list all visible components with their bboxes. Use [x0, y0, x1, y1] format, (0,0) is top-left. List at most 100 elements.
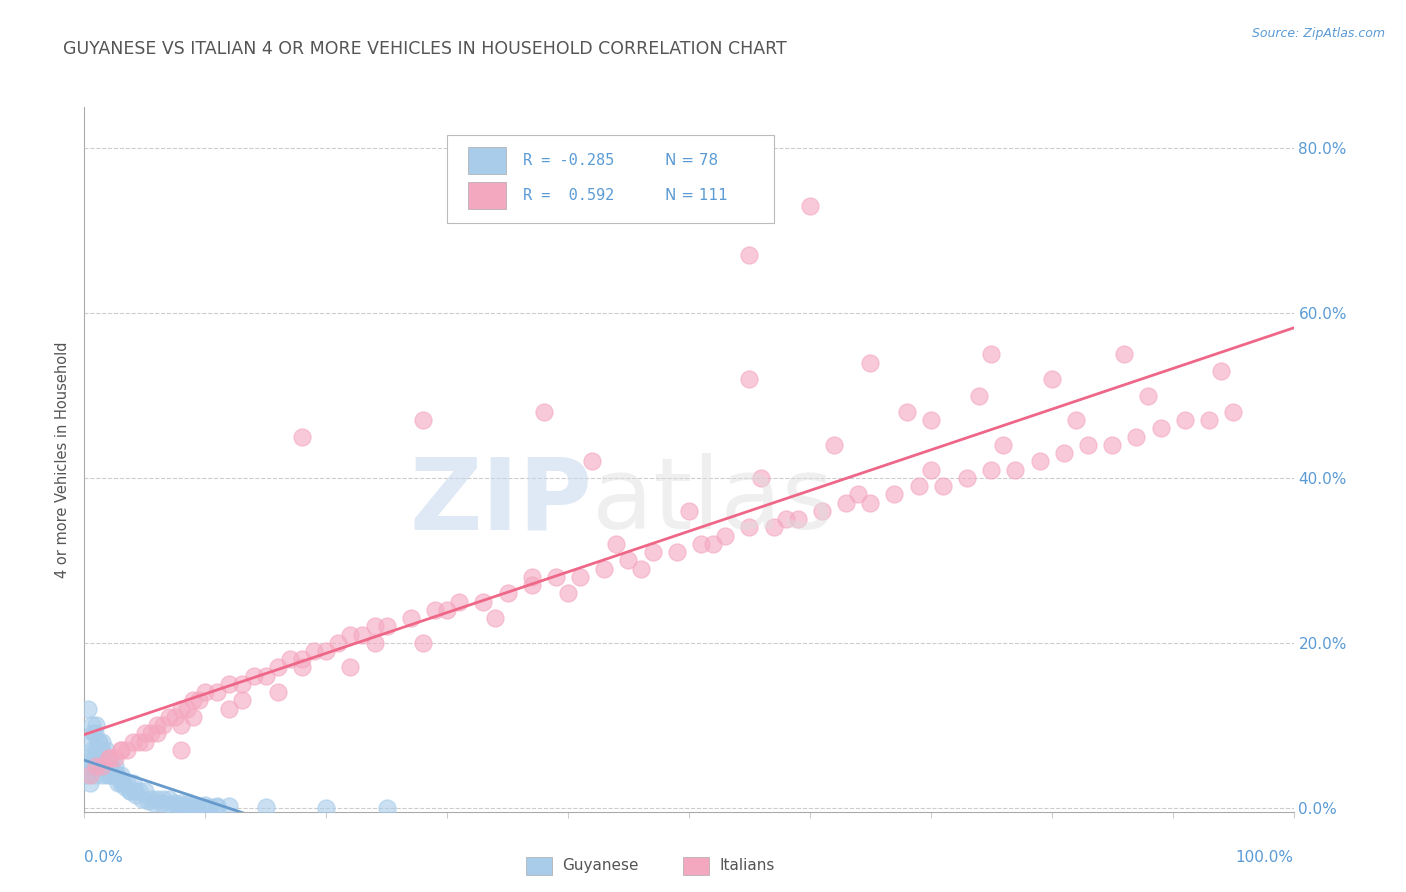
Point	[339, 660, 361, 674]
Point	[738, 372, 761, 386]
Point	[278, 652, 301, 666]
Point	[143, 796, 166, 810]
Point	[91, 767, 114, 781]
Point	[91, 734, 114, 748]
Point	[436, 603, 458, 617]
Point	[80, 743, 103, 757]
Point	[131, 792, 153, 806]
Point	[87, 751, 110, 765]
Point	[91, 759, 114, 773]
Point	[207, 799, 229, 814]
Point	[231, 693, 253, 707]
Point	[94, 759, 117, 773]
Point	[114, 780, 136, 794]
Point	[115, 743, 138, 757]
Point	[1149, 421, 1171, 435]
Point	[980, 463, 1002, 477]
Point	[82, 726, 104, 740]
Point	[80, 718, 103, 732]
Point	[423, 603, 446, 617]
Point	[176, 797, 198, 812]
FancyBboxPatch shape	[683, 857, 710, 875]
Point	[762, 520, 785, 534]
Point	[162, 798, 184, 813]
Point	[104, 751, 127, 765]
Point	[89, 743, 111, 757]
Point	[112, 776, 135, 790]
Point	[139, 726, 162, 740]
Point	[191, 799, 214, 814]
Point	[181, 798, 204, 813]
Point	[302, 644, 325, 658]
Point	[980, 347, 1002, 361]
Point	[907, 479, 929, 493]
Point	[139, 792, 162, 806]
Point	[157, 792, 180, 806]
Point	[83, 751, 105, 765]
Point	[157, 710, 180, 724]
Point	[155, 797, 177, 812]
Point	[170, 718, 193, 732]
Point	[859, 496, 882, 510]
Point	[84, 726, 107, 740]
Point	[1125, 430, 1147, 444]
Point	[104, 767, 127, 781]
FancyBboxPatch shape	[447, 136, 773, 223]
Point	[1209, 364, 1232, 378]
Point	[291, 430, 314, 444]
Point	[786, 512, 808, 526]
Point	[1053, 446, 1076, 460]
Point	[412, 413, 434, 427]
Point	[181, 710, 204, 724]
Point	[176, 702, 198, 716]
Point	[170, 743, 193, 757]
Point	[738, 520, 761, 534]
Point	[1028, 454, 1050, 468]
Point	[128, 784, 150, 798]
Point	[94, 743, 117, 757]
Point	[920, 413, 942, 427]
Point	[267, 685, 290, 699]
Point	[110, 767, 132, 781]
Point	[581, 454, 603, 468]
Point	[472, 594, 495, 608]
Point	[702, 537, 724, 551]
Point	[207, 799, 229, 814]
Text: Source: ZipAtlas.com: Source: ZipAtlas.com	[1251, 27, 1385, 40]
Point	[188, 693, 211, 707]
Point	[207, 685, 229, 699]
Point	[254, 799, 277, 814]
Y-axis label: 4 or more Vehicles in Household: 4 or more Vehicles in Household	[55, 341, 70, 578]
Point	[97, 751, 120, 765]
Point	[1174, 413, 1197, 427]
Point	[967, 388, 990, 402]
Text: 100.0%: 100.0%	[1236, 850, 1294, 865]
Text: ZIP: ZIP	[409, 453, 592, 550]
Point	[1198, 413, 1220, 427]
Point	[218, 677, 240, 691]
Point	[315, 800, 337, 814]
Text: R = -0.285: R = -0.285	[523, 153, 614, 168]
Point	[823, 438, 845, 452]
Point	[617, 553, 640, 567]
Point	[835, 496, 858, 510]
Point	[751, 471, 773, 485]
Text: R =  0.592: R = 0.592	[523, 188, 614, 203]
Point	[775, 512, 797, 526]
Point	[86, 734, 108, 748]
FancyBboxPatch shape	[526, 857, 553, 875]
Point	[738, 248, 761, 262]
Point	[134, 734, 156, 748]
Point	[315, 644, 337, 658]
Point	[77, 759, 100, 773]
Point	[846, 487, 869, 501]
Point	[83, 759, 105, 773]
Point	[811, 504, 834, 518]
Point	[993, 438, 1015, 452]
Point	[170, 797, 193, 811]
Point	[97, 751, 120, 765]
Point	[678, 504, 700, 518]
Point	[94, 751, 117, 765]
Point	[79, 767, 101, 781]
Point	[956, 471, 979, 485]
